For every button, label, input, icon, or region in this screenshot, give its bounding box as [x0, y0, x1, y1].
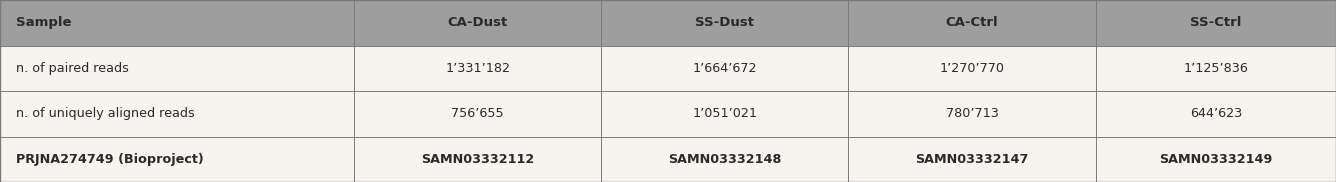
Bar — [0, 136, 1336, 182]
Text: 1’270’770: 1’270’770 — [939, 62, 1005, 75]
Text: CA-Ctrl: CA-Ctrl — [946, 16, 998, 29]
Text: SAMN03332147: SAMN03332147 — [915, 153, 1029, 166]
Bar — [0, 91, 1336, 136]
Text: SAMN03332148: SAMN03332148 — [668, 153, 782, 166]
Bar — [0, 0, 1336, 46]
Text: Sample: Sample — [16, 16, 72, 29]
Text: SS-Ctrl: SS-Ctrl — [1190, 16, 1241, 29]
Text: n. of paired reads: n. of paired reads — [16, 62, 128, 75]
Text: CA-Dust: CA-Dust — [448, 16, 508, 29]
Bar — [0, 46, 1336, 91]
Text: SAMN03332149: SAMN03332149 — [1160, 153, 1272, 166]
Text: 1’051’021: 1’051’021 — [692, 107, 758, 120]
Text: 780’713: 780’713 — [946, 107, 998, 120]
Text: 644’623: 644’623 — [1189, 107, 1242, 120]
Text: PRJNA274749 (Bioproject): PRJNA274749 (Bioproject) — [16, 153, 204, 166]
Text: 1’664’672: 1’664’672 — [692, 62, 758, 75]
Text: 1’331’182: 1’331’182 — [445, 62, 510, 75]
Text: 1’125’836: 1’125’836 — [1184, 62, 1248, 75]
Text: n. of uniquely aligned reads: n. of uniquely aligned reads — [16, 107, 195, 120]
Text: 756’655: 756’655 — [452, 107, 504, 120]
Text: SS-Dust: SS-Dust — [695, 16, 755, 29]
Text: SAMN03332112: SAMN03332112 — [421, 153, 534, 166]
